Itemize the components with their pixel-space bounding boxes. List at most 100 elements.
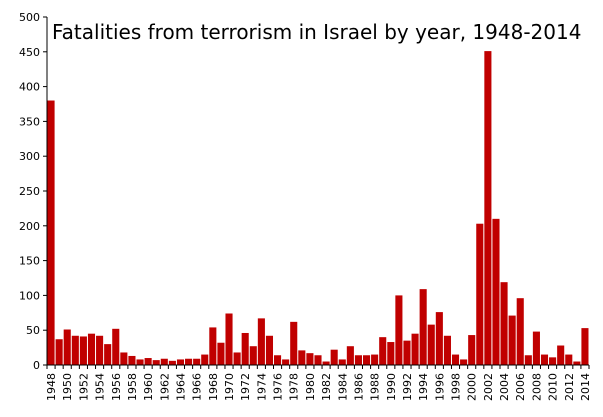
x-tick-label: 1980 [304,373,317,401]
bar-1962 [160,358,168,365]
bar-1979 [298,350,306,365]
x-tick-label: 1974 [255,373,268,401]
x-tick-label: 1976 [272,373,285,401]
bar-2007 [524,355,532,365]
bar-1951 [71,335,79,365]
bar-2009 [540,354,549,365]
bar-1987 [362,355,371,365]
bar-1981 [314,355,322,365]
bar-1985 [346,346,354,365]
bar-1977 [282,359,290,365]
bar-1994 [419,289,427,365]
bar-1959 [136,359,144,365]
bar-2002 [484,51,492,365]
bar-1954 [96,335,104,365]
y-tick-label: 150 [19,255,40,268]
bar-1953 [87,333,96,365]
bar-1968 [209,327,217,365]
x-tick-label: 1992 [401,373,414,401]
bar-1988 [371,354,379,365]
bar-1975 [265,335,274,365]
bar-2010 [549,357,557,365]
bar-2006 [516,298,524,365]
x-tick-label: 1984 [336,373,349,401]
bar-1963 [168,360,176,365]
bar-2008 [532,331,540,365]
x-tick-label: 1954 [94,373,107,401]
bar-1950 [63,329,71,365]
y-tick-label: 300 [19,150,40,163]
bar-1996 [435,312,443,365]
x-axis-ticks: 1948 1950 1952 1954 1956 1958 1960 1962 1964 1966… [45,365,592,401]
bar-2014 [581,328,589,365]
bar-2001 [476,223,484,365]
y-tick-label: 100 [19,289,40,302]
y-tick-label: 200 [19,220,40,233]
bar-1971 [233,352,241,365]
bar-1972 [241,332,249,365]
bar-1995 [427,324,435,365]
x-tick-label: 2006 [514,373,527,401]
bar-1965 [185,358,193,365]
x-tick-label: 2004 [498,373,511,401]
bar-2013 [573,361,581,365]
bar-2000 [468,335,476,365]
bar-1976 [274,355,282,365]
x-tick-label: 1990 [385,373,398,401]
bar-1952 [79,336,87,365]
bar-1969 [217,342,225,365]
bar-1957 [120,352,128,365]
x-tick-label: 1982 [320,373,333,401]
x-tick-label: 2002 [482,373,495,401]
y-tick-label: 350 [19,115,40,128]
bar-2012 [565,354,573,365]
bar-1997 [443,335,451,365]
x-tick-label: 1970 [223,373,236,401]
x-tick-label: 1960 [142,373,155,401]
bar-1964 [176,359,185,365]
x-tick-label: 2008 [530,373,543,401]
x-tick-label: 1956 [110,373,123,401]
x-tick-label: 1988 [369,373,382,401]
bar-1978 [290,321,298,365]
y-tick-label: 50 [26,324,40,337]
y-tick-label: 0 [33,359,40,372]
x-tick-label: 1998 [450,373,463,401]
bar-1984 [338,359,346,365]
bar-1961 [152,360,160,365]
bar-1982 [322,361,330,365]
y-axis-ticks: 0 50 100 150 200 250 300 350 400 450 500 [19,11,47,372]
bar-1974 [257,318,265,365]
x-tick-label: 1964 [174,373,187,401]
bar-1967 [201,354,209,365]
bar-1990 [387,342,395,365]
bar-1958 [128,355,136,365]
bar-1999 [460,359,468,365]
x-tick-label: 1996 [433,373,446,401]
x-tick-label: 1986 [352,373,365,401]
x-tick-label: 2000 [466,373,479,401]
bar-1949 [55,339,63,365]
x-tick-label: 1994 [417,373,430,401]
x-tick-label: 1950 [61,373,74,401]
x-tick-label: 1968 [207,373,220,401]
x-tick-label: 2012 [563,373,576,401]
bar-1955 [104,344,112,365]
bar-1991 [395,295,403,365]
bar-1973 [249,346,257,365]
bar-1989 [379,337,387,365]
x-tick-label: 1952 [77,373,90,401]
bar-2005 [508,315,516,365]
x-tick-label: 1958 [126,373,139,401]
bar-1948 [47,100,55,366]
bar-1966 [193,358,201,365]
bar-1983 [330,349,338,365]
y-tick-label: 250 [19,185,40,198]
x-tick-label: 1962 [158,373,171,401]
bar-1998 [451,354,460,365]
bar-1980 [306,353,314,365]
bar-1992 [403,340,411,365]
x-tick-label: 1966 [191,373,204,401]
bar-2003 [492,218,500,365]
